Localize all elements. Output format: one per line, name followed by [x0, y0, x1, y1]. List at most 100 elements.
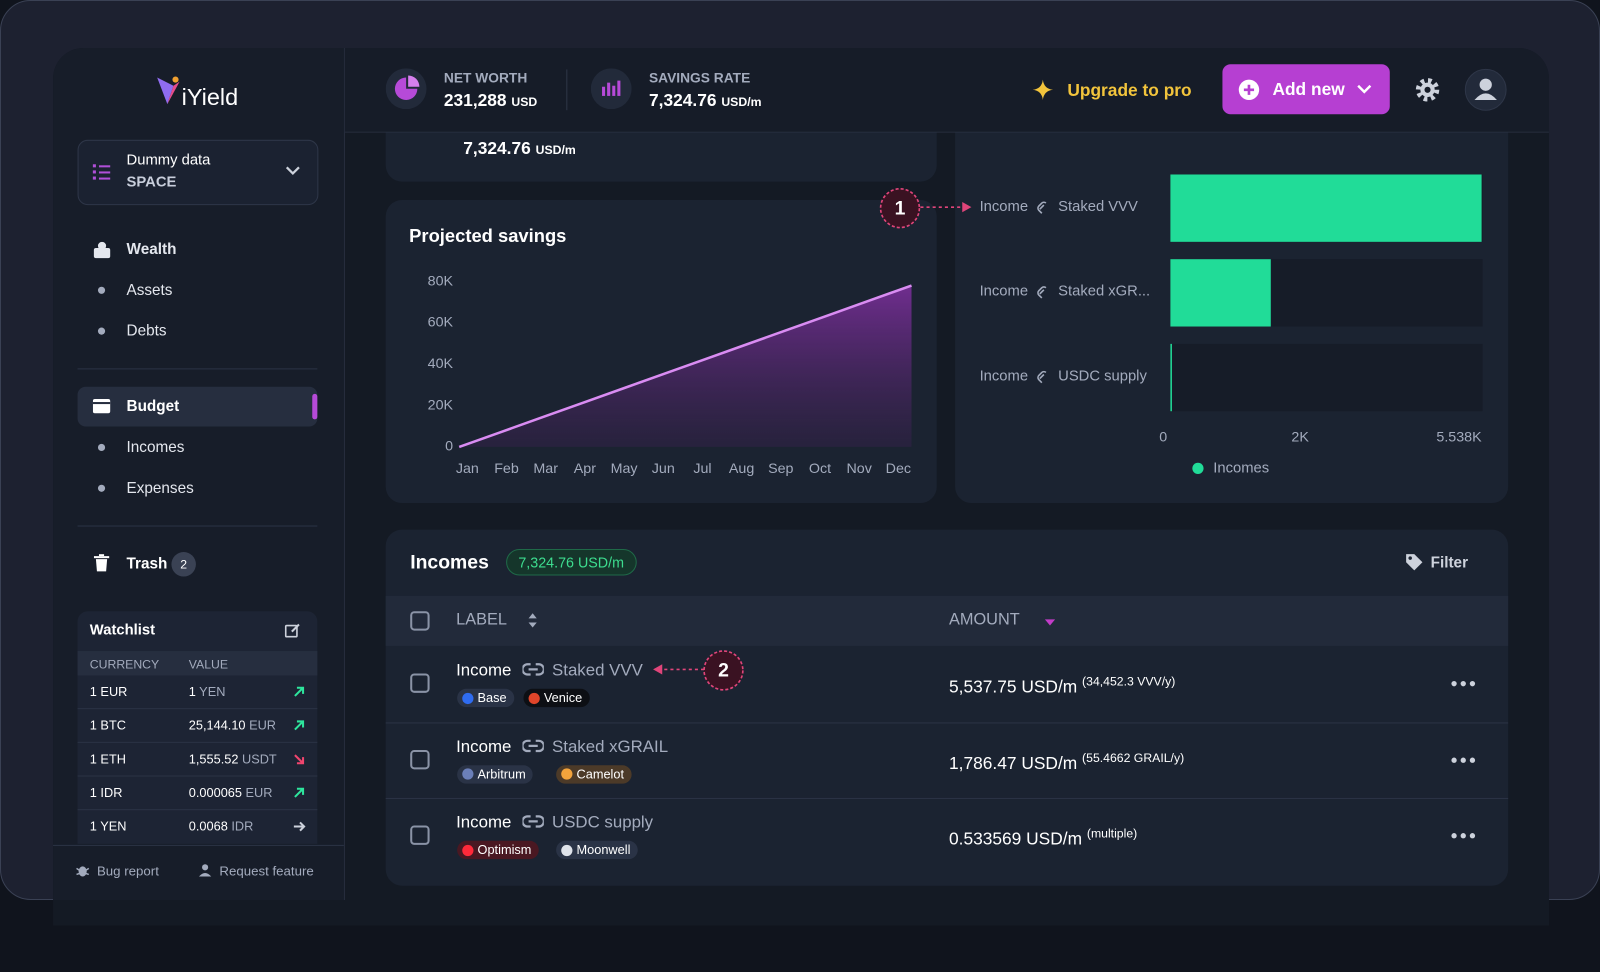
chart-title: Projected savings: [409, 225, 567, 246]
unit: USD/m: [721, 94, 762, 110]
avatar[interactable]: [1464, 68, 1507, 111]
value: 0.0068 IDR: [189, 820, 254, 833]
feature-icon: [198, 864, 212, 877]
nav-item[interactable]: Debts: [126, 322, 167, 340]
column-header: CURRENCY: [89, 657, 160, 672]
amount: 1,786.47 USD/m (55.4662 GRAIL/y): [949, 752, 1184, 772]
bullet: [97, 484, 106, 492]
more-menu[interactable]: [1451, 833, 1476, 839]
checkbox[interactable]: [410, 749, 430, 769]
watchlist-title: Watchlist: [89, 622, 156, 639]
row-type: Income: [456, 813, 512, 832]
divider: [77, 775, 318, 777]
tag: Optimism: [457, 840, 539, 860]
bullet: [97, 443, 106, 452]
savings-value: 7,324.76 USD/m: [463, 140, 576, 157]
tag: Base: [457, 688, 514, 708]
nav-active[interactable]: [77, 386, 318, 427]
net-worth: 231,288 USD: [444, 92, 537, 109]
nav-item[interactable]: Expenses: [126, 479, 194, 497]
savings-icon: [590, 68, 632, 110]
column-header[interactable]: LABEL: [456, 611, 507, 629]
trend-icon: [294, 754, 305, 765]
currency: 1 EUR: [89, 684, 128, 699]
currency: 1 ETH: [89, 752, 126, 767]
nav-item[interactable]: Trash: [126, 555, 168, 573]
upgrade-link[interactable]: Upgrade to pro: [1067, 80, 1192, 100]
trend-icon: [294, 787, 305, 798]
budget-icon: [92, 398, 111, 414]
bullet: [97, 327, 106, 335]
trend-icon: [293, 821, 306, 832]
column-header[interactable]: AMOUNT: [948, 611, 1020, 629]
total-badge: 7,324.76 USD/m: [506, 548, 637, 576]
tag: Moonwell: [556, 840, 638, 860]
logo: iYield: [181, 83, 239, 111]
tag-label: Base: [477, 690, 507, 706]
tag-label: Optimism: [477, 842, 532, 858]
space-selector[interactable]: [77, 139, 319, 206]
tag-icon: [462, 692, 474, 704]
row-name: Staked xGRAIL: [552, 737, 669, 756]
tag: Camelot: [556, 764, 632, 784]
savings-rate: 7,324.76 USD/m: [649, 92, 762, 109]
unit: USD/m: [535, 142, 576, 158]
tag-icon: [561, 844, 573, 856]
divider: [53, 844, 344, 846]
amount: 1,555.52: [188, 752, 239, 767]
settings-icon[interactable]: [1414, 77, 1441, 104]
tag-icon: [462, 844, 474, 856]
add-new-label[interactable]: Add new: [1272, 79, 1345, 99]
filter-button[interactable]: Filter: [1430, 554, 1469, 572]
checkbox[interactable]: [410, 611, 430, 631]
incomes-card: [385, 529, 1509, 886]
link-icon: [522, 739, 544, 752]
link-icon: [522, 815, 544, 828]
table-title: Incomes: [410, 552, 489, 574]
more-menu[interactable]: [1451, 681, 1476, 687]
currency: 1 BTC: [89, 718, 126, 733]
unit: USD: [511, 94, 538, 110]
column-header: VALUE: [188, 657, 229, 672]
active-indicator: [312, 393, 318, 420]
footer-link[interactable]: Request feature: [219, 863, 314, 879]
divider: [77, 708, 318, 710]
sparkle-icon: [1032, 79, 1054, 100]
amount: 1: [188, 684, 196, 699]
tag-label: Arbitrum: [477, 766, 526, 782]
sort-icon: [528, 613, 537, 628]
value: 7,324.76: [648, 90, 717, 111]
table-header: [385, 595, 1509, 646]
value: 231,288: [443, 90, 507, 111]
plus-icon: [1238, 79, 1260, 100]
space-type: SPACE: [126, 174, 177, 191]
amount-detail: (multiple): [1086, 826, 1138, 841]
stat-label: SAVINGS RATE: [648, 70, 751, 86]
footer-link[interactable]: Bug report: [96, 863, 159, 879]
unit: EUR: [245, 785, 273, 800]
nav-item[interactable]: Incomes: [126, 438, 185, 457]
amount-value: 5,537.75 USD/m: [948, 677, 1078, 697]
value: 1,555.52 USDT: [189, 753, 277, 766]
divider: [77, 809, 318, 811]
value: 0.000065 EUR: [189, 785, 273, 800]
edit-icon[interactable]: [284, 622, 301, 638]
currency: 1 IDR: [89, 785, 123, 800]
divider: [566, 69, 568, 111]
nav-item[interactable]: Assets: [126, 281, 173, 299]
trash-icon: [93, 554, 110, 572]
currency: 1 YEN: [89, 819, 127, 834]
nav-item[interactable]: Budget: [126, 397, 180, 416]
nav-item[interactable]: Wealth: [126, 240, 177, 259]
divider: [77, 525, 318, 527]
watchlist: [77, 611, 318, 844]
row-divider: [385, 797, 1509, 799]
space-name: Dummy data: [126, 152, 211, 169]
checkbox[interactable]: [410, 825, 430, 845]
more-menu[interactable]: [1451, 757, 1476, 763]
tag: Venice: [523, 688, 590, 708]
checkbox[interactable]: [410, 673, 430, 693]
sort-desc-icon: [1044, 619, 1056, 626]
tag-icon: [528, 692, 540, 704]
unit: USDT: [241, 752, 277, 767]
